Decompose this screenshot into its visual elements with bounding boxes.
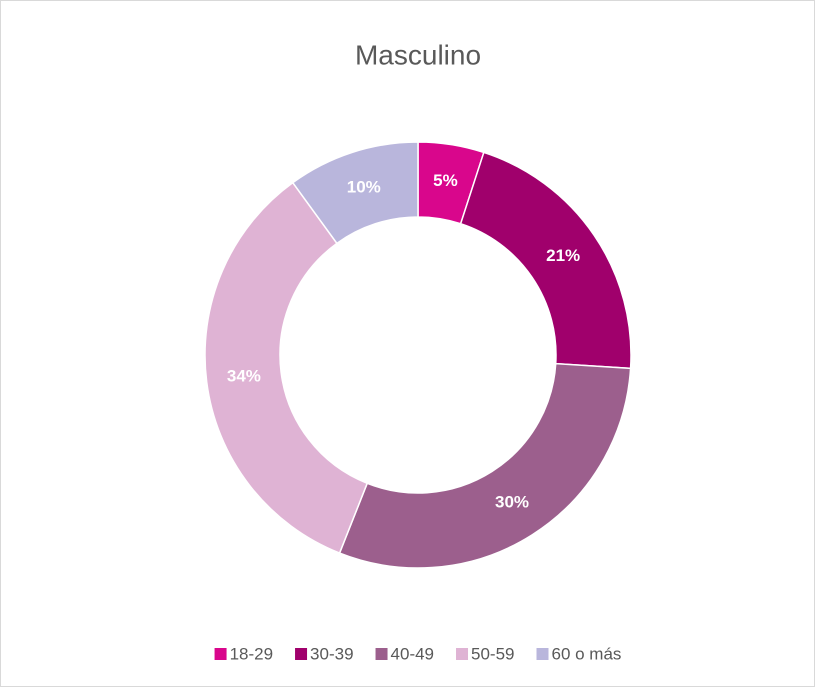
legend: 18-29 30-39 40-49 50-59 60 o más: [214, 644, 622, 663]
legend-swatch: [295, 648, 308, 660]
legend-label: 60 o más: [552, 644, 622, 663]
donut-slice: [204, 181, 369, 555]
legend-label: 18-29: [230, 644, 273, 663]
data-label: 21%: [546, 246, 580, 265]
legend-label: 30-39: [310, 644, 353, 663]
donut-slice: [291, 141, 419, 245]
data-label: 34%: [227, 366, 261, 385]
data-label: 5%: [433, 171, 458, 190]
donut-slice: [338, 362, 632, 569]
legend-label: 40-49: [391, 644, 434, 663]
legend-swatch: [536, 648, 549, 660]
legend-swatch: [214, 648, 227, 660]
legend-swatch: [375, 648, 388, 660]
chart-title: Masculino: [355, 39, 481, 70]
donut-slice: [459, 151, 632, 370]
data-label: 30%: [495, 493, 529, 512]
data-label: 10%: [347, 178, 381, 197]
legend-swatch: [456, 648, 469, 660]
legend-label: 50-59: [471, 644, 514, 663]
